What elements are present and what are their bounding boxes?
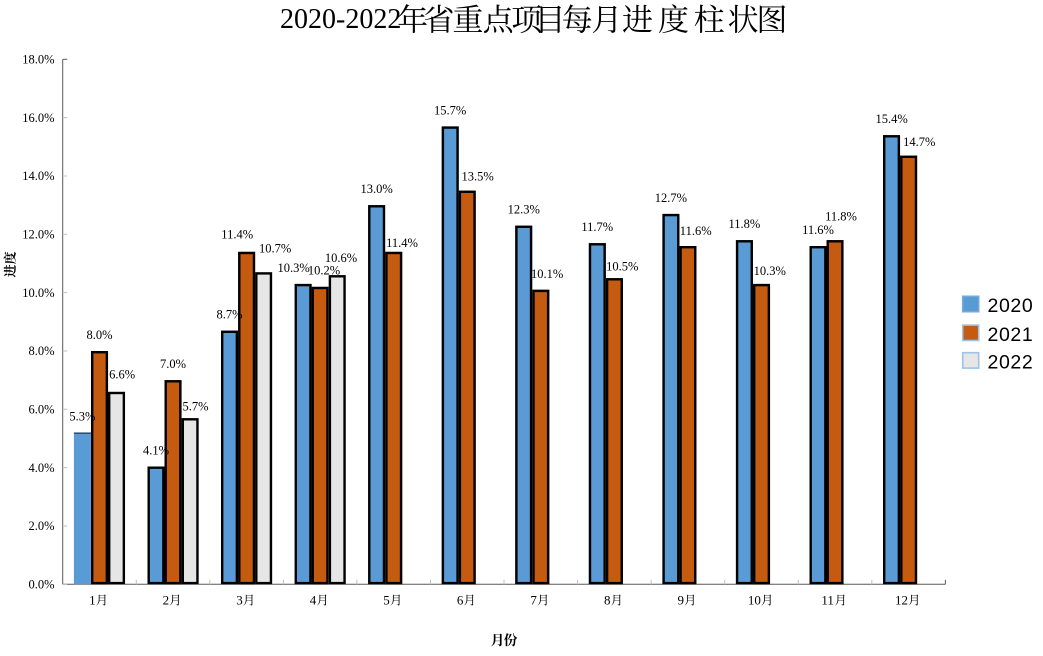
- svg-text:5.7%: 5.7%: [182, 400, 208, 414]
- svg-text:15.7%: 15.7%: [434, 103, 466, 117]
- svg-text:4: 4: [310, 593, 317, 608]
- svg-text:8.0%: 8.0%: [86, 328, 112, 342]
- svg-text:11.4%: 11.4%: [221, 228, 253, 242]
- svg-text:12.3%: 12.3%: [508, 203, 540, 217]
- svg-text:5: 5: [383, 593, 390, 608]
- svg-text:11: 11: [821, 593, 834, 608]
- svg-text:9: 9: [678, 593, 685, 608]
- svg-text:11.8%: 11.8%: [825, 209, 857, 223]
- svg-text:3: 3: [236, 593, 243, 608]
- svg-text:12.0%: 12.0%: [22, 228, 54, 242]
- svg-text:13.5%: 13.5%: [462, 169, 494, 183]
- svg-text:13.0%: 13.0%: [361, 182, 393, 196]
- svg-text:6.0%: 6.0%: [29, 403, 55, 417]
- svg-text:15.4%: 15.4%: [875, 112, 907, 126]
- svg-text:10.6%: 10.6%: [325, 251, 357, 265]
- svg-text:11.4%: 11.4%: [386, 236, 418, 250]
- svg-text:2020-2022: 2020-2022: [280, 4, 401, 35]
- svg-text:2021: 2021: [988, 324, 1034, 346]
- svg-text:6.6%: 6.6%: [109, 367, 135, 381]
- svg-text:1: 1: [89, 593, 96, 608]
- svg-text:10.5%: 10.5%: [606, 259, 638, 273]
- svg-text:11.8%: 11.8%: [728, 217, 760, 231]
- svg-text:14.0%: 14.0%: [22, 169, 54, 183]
- svg-text:11.6%: 11.6%: [802, 223, 834, 237]
- svg-text:10.3%: 10.3%: [278, 261, 310, 275]
- svg-text:16.0%: 16.0%: [22, 111, 54, 125]
- svg-text:4.1%: 4.1%: [143, 444, 169, 458]
- svg-text:8.7%: 8.7%: [216, 308, 242, 322]
- svg-text:8: 8: [604, 593, 611, 608]
- svg-text:11.6%: 11.6%: [680, 224, 712, 238]
- svg-text:10.7%: 10.7%: [259, 241, 291, 255]
- svg-text:2022: 2022: [988, 351, 1034, 373]
- svg-text:12: 12: [895, 593, 908, 608]
- svg-text:6: 6: [457, 593, 464, 608]
- svg-text:2020: 2020: [988, 295, 1034, 317]
- svg-text:10.2%: 10.2%: [308, 263, 340, 277]
- svg-text:18.0%: 18.0%: [22, 53, 54, 67]
- svg-text:10: 10: [748, 593, 761, 608]
- svg-text:14.7%: 14.7%: [903, 135, 935, 149]
- svg-text:11.7%: 11.7%: [581, 220, 613, 234]
- svg-text:8.0%: 8.0%: [29, 344, 55, 358]
- svg-text:4.0%: 4.0%: [29, 461, 55, 475]
- svg-text:5.3%: 5.3%: [69, 410, 95, 424]
- svg-text:12.7%: 12.7%: [655, 191, 687, 205]
- svg-text:10.1%: 10.1%: [531, 267, 563, 281]
- svg-text:2.0%: 2.0%: [29, 519, 55, 533]
- svg-text:10.0%: 10.0%: [22, 286, 54, 300]
- svg-text:10.3%: 10.3%: [754, 264, 786, 278]
- svg-text:7: 7: [530, 593, 537, 608]
- svg-text:2: 2: [163, 593, 170, 608]
- svg-text:7.0%: 7.0%: [160, 357, 186, 371]
- svg-text:0.0%: 0.0%: [29, 578, 55, 592]
